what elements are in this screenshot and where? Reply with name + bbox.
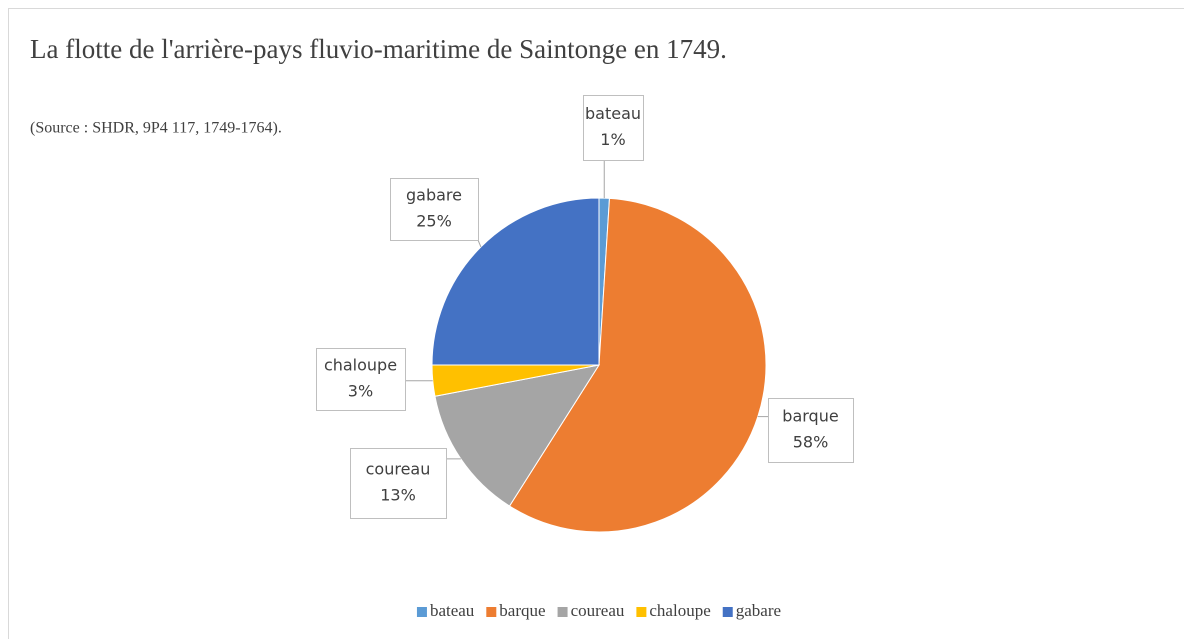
pie-slice	[431, 197, 600, 366]
legend-label: bateau	[430, 601, 475, 620]
data-label-name: gabare	[406, 186, 462, 205]
data-label-name: coureau	[366, 460, 431, 479]
label-box	[350, 448, 447, 519]
data-label: 58%	[793, 433, 829, 452]
data-label: 25%	[416, 212, 452, 231]
legend-label: coureau	[571, 601, 625, 620]
pie-slice	[508, 197, 767, 533]
leader-line	[477, 239, 482, 248]
label-box	[390, 178, 479, 241]
legend-label: barque	[499, 601, 545, 620]
label-box	[316, 348, 406, 411]
legend-swatch	[636, 607, 647, 617]
data-label-name: barque	[782, 407, 838, 426]
data-label: 1%	[600, 130, 625, 149]
pie-slice	[434, 364, 601, 507]
data-label: 13%	[380, 486, 416, 505]
legend: bateau barque coureau chaloupe gabare	[416, 601, 781, 620]
chart-subtitle: (Source : SHDR, 9P4 117, 1749-1764).	[30, 120, 282, 137]
legend-label: gabare	[736, 601, 781, 620]
data-label-name: bateau	[585, 104, 641, 123]
legend-swatch	[722, 607, 733, 617]
legend-swatch	[557, 607, 568, 617]
legend-swatch	[486, 607, 497, 617]
legend-label: chaloupe	[649, 601, 710, 620]
chart-title: La flotte de l'arrière-pays fluvio-marit…	[30, 34, 727, 64]
data-label: 3%	[348, 382, 373, 401]
data-label-name: chaloupe	[324, 356, 397, 375]
label-box	[583, 95, 644, 161]
label-box	[768, 398, 854, 463]
legend-swatch	[416, 607, 427, 617]
